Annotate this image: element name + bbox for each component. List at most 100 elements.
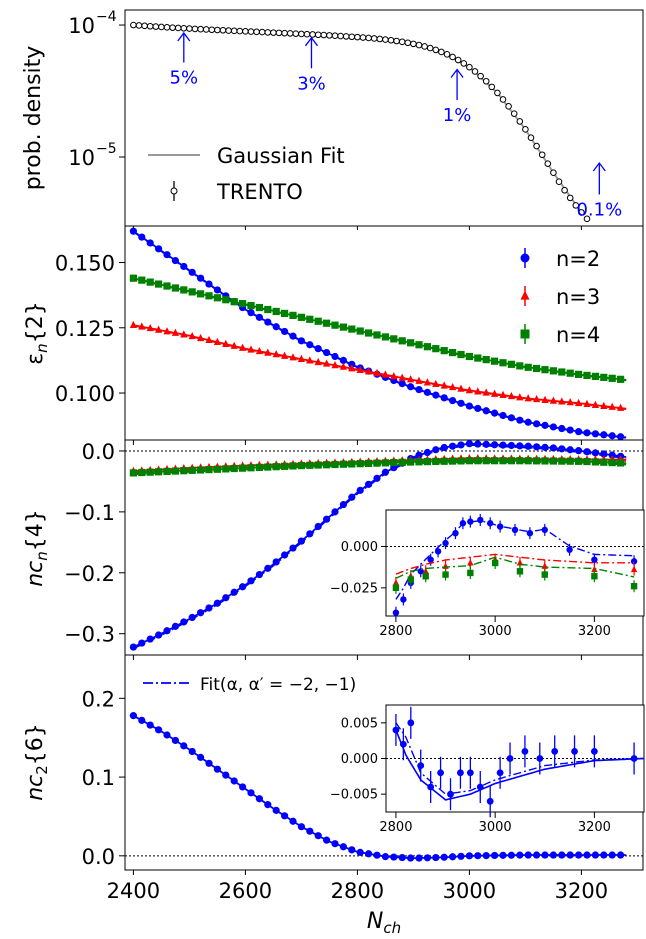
- data-point: [197, 466, 205, 474]
- data-point: [365, 850, 373, 858]
- inset-data-point: [541, 571, 548, 578]
- data-point: [575, 851, 583, 859]
- data-point: [323, 836, 331, 844]
- data-point: [449, 396, 457, 405]
- data-point: [314, 461, 322, 469]
- data-point: [314, 317, 322, 325]
- ylabel-nc6: nc2{6}: [23, 723, 51, 801]
- data-point: [482, 440, 490, 448]
- data-point: [507, 391, 515, 400]
- data-point: [591, 372, 599, 380]
- x-tick-label: 2400: [107, 879, 160, 903]
- data-point: [171, 328, 179, 336]
- inset-data-point: [459, 520, 467, 527]
- data-point: [507, 360, 515, 368]
- data-point: [281, 351, 289, 359]
- x-tick-label: 3200: [555, 879, 608, 903]
- trento-point: [230, 27, 238, 35]
- y-tick-label: 0.005: [341, 716, 378, 731]
- inset-data-point: [630, 582, 638, 590]
- data-point: [331, 508, 339, 516]
- data-point: [432, 345, 440, 353]
- data-point: [138, 639, 146, 647]
- data-point: [306, 530, 314, 538]
- trento-point: [180, 24, 188, 32]
- gaussian-fit-line: [133, 24, 583, 214]
- data-point: [331, 460, 339, 469]
- data-point: [289, 332, 297, 340]
- data-point: [163, 251, 171, 259]
- data-point: [381, 853, 389, 861]
- data-point: [247, 301, 255, 310]
- inset-data-point: [496, 523, 504, 530]
- data-point: [465, 402, 473, 410]
- data-point: [264, 801, 272, 809]
- data-point: [339, 500, 347, 509]
- data-point: [339, 843, 347, 851]
- data-point: [297, 537, 305, 545]
- data-point: [348, 460, 356, 468]
- data-point: [407, 383, 415, 391]
- y-tick-label: 10: [68, 14, 95, 38]
- trento-point: [359, 34, 367, 41]
- data-point: [440, 853, 448, 861]
- data-point: [306, 341, 314, 349]
- data-point: [314, 832, 322, 840]
- trento-point: [130, 21, 137, 29]
- data-point: [608, 851, 616, 859]
- data-point: [482, 356, 490, 364]
- data-point: [197, 290, 205, 298]
- inset-data-point: [447, 790, 454, 798]
- data-point: [205, 466, 213, 474]
- trento-point: [292, 30, 300, 37]
- data-point: [533, 364, 541, 373]
- data-point: [213, 286, 221, 294]
- data-point: [617, 375, 625, 383]
- data-point: [549, 396, 557, 404]
- inset-data-point: [566, 546, 573, 553]
- trento-point: [286, 30, 294, 37]
- data-point: [398, 458, 406, 466]
- inset-data-point: [392, 726, 400, 734]
- trento-point: [488, 83, 496, 91]
- data-point: [188, 613, 196, 622]
- inset-data-point: [477, 516, 484, 524]
- data-point: [482, 851, 490, 860]
- data-point: [222, 594, 230, 602]
- panel-nc6: 0.0 0.1 0.2 2400 2600 2800 3000 3200 Fit(α, α′ =…: [82, 675, 645, 903]
- data-point: [415, 451, 423, 459]
- y-tick-label: 0.000: [341, 752, 378, 767]
- data-point: [289, 353, 297, 361]
- data-point: [356, 327, 364, 335]
- data-point: [348, 325, 356, 333]
- inset-data-point: [422, 573, 429, 580]
- trento-point: [135, 22, 143, 29]
- data-point: [247, 345, 255, 353]
- data-point: [516, 851, 524, 859]
- inset-data-point: [467, 559, 474, 566]
- data-point: [213, 765, 221, 773]
- data-point: [255, 313, 263, 321]
- data-point: [365, 480, 373, 488]
- inset-data-point: [486, 797, 494, 805]
- trento-point: [410, 40, 417, 48]
- data-point: [155, 631, 163, 639]
- data-point: [247, 464, 255, 472]
- data-point: [205, 604, 213, 612]
- data-point: [163, 731, 171, 739]
- trento-point: [415, 41, 423, 49]
- data-point: [155, 280, 163, 288]
- data-point: [272, 463, 280, 471]
- data-point: [440, 443, 448, 452]
- data-point: [449, 853, 457, 861]
- data-point: [146, 721, 154, 729]
- annotation-label: 5%: [170, 68, 199, 89]
- data-point: [398, 380, 406, 388]
- data-point: [356, 460, 364, 468]
- data-point: [381, 468, 389, 476]
- x-tick-label: 2800: [379, 624, 412, 639]
- data-point: [297, 337, 305, 345]
- data-point: [423, 448, 431, 457]
- inset-data-point: [442, 539, 449, 547]
